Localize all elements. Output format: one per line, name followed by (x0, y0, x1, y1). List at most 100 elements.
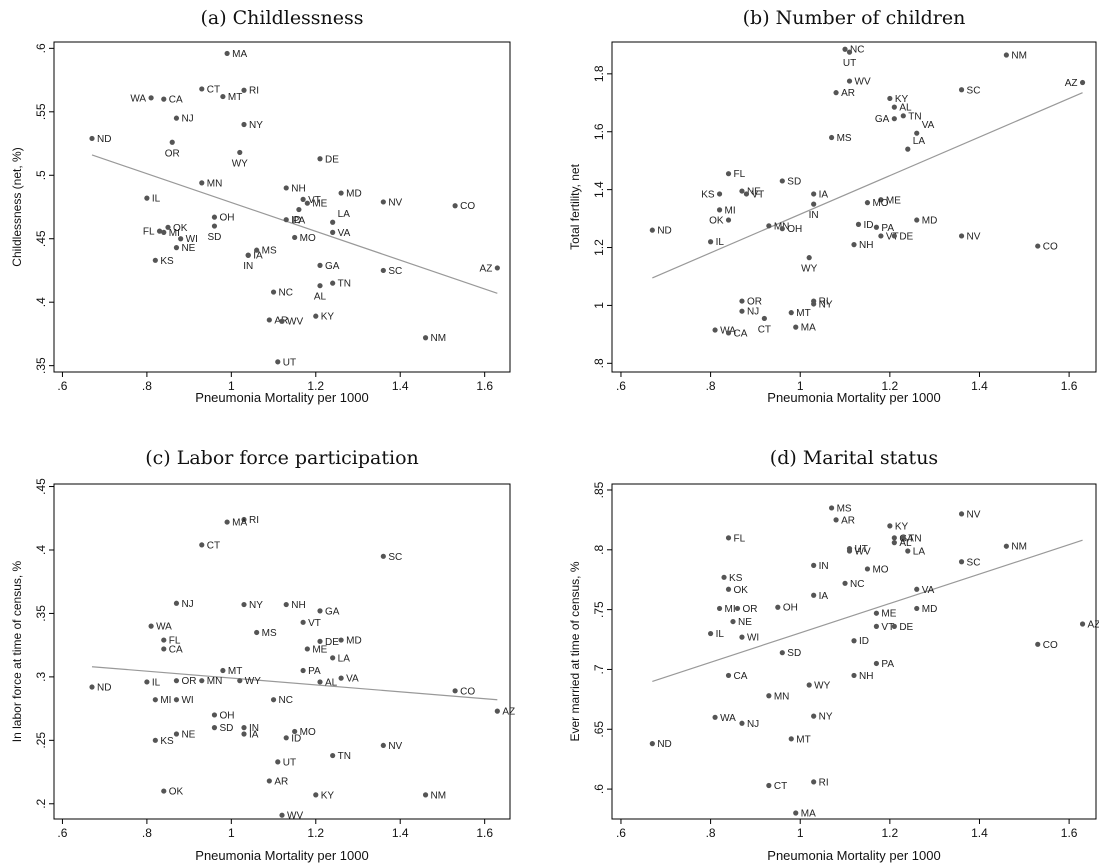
data-point-ks (152, 257, 158, 263)
data-point-pa (873, 224, 880, 230)
data-point-nj (739, 308, 745, 314)
data-point-nj (173, 115, 180, 121)
point-label: AZ (1088, 619, 1099, 630)
x-tick-label: 1.6 (476, 826, 493, 840)
point-label: NC (279, 288, 293, 299)
point-label: AL (899, 538, 912, 549)
point-label: CT (758, 324, 771, 335)
data-point-mn (199, 678, 205, 684)
data-point-ut (275, 359, 281, 365)
data-point-oh (775, 604, 781, 610)
point-label: TN (908, 111, 921, 122)
data-point-ga (317, 262, 323, 268)
point-label: OH (783, 603, 798, 614)
data-point-de (891, 233, 897, 239)
panel-a-childlessness: (a) Childlessness .6 .8 1 1.2 1.4 1.6 .35 .4 .45.… (10, 7, 511, 405)
x-tick-label: 1 (228, 379, 235, 393)
plot-frame (611, 41, 1097, 373)
data-point-id (851, 638, 857, 644)
point-label: MS (837, 133, 852, 144)
data-point-nv (380, 742, 386, 749)
point-label: CT (774, 781, 787, 792)
data-point-ny (811, 301, 817, 307)
point-label: WV (855, 547, 871, 558)
data-point-al (317, 283, 323, 289)
point-label: AZ (480, 263, 493, 274)
data-point-ky (887, 523, 893, 529)
data-point-wa (712, 714, 718, 720)
x-tick-label: 1.2 (882, 826, 899, 840)
point-label: FL (169, 636, 181, 647)
point-label: SD (207, 232, 221, 243)
point-label: MA (232, 518, 247, 529)
x-axis-label: Pneumonia Mortality per 1000 (195, 848, 368, 863)
x-axis-label: Pneumonia Mortality per 1000 (195, 390, 368, 405)
data-point-nd (89, 135, 95, 142)
point-label: KS (701, 189, 715, 200)
point-label: MI (169, 228, 180, 239)
data-point-ut (275, 759, 281, 765)
point-label: MI (160, 695, 171, 706)
data-point-tn (330, 752, 336, 759)
point-label: SC (388, 266, 402, 277)
data-point-nc (270, 289, 277, 295)
point-label: KY (895, 94, 909, 105)
point-label: MN (207, 178, 223, 189)
data-point-la (905, 548, 911, 554)
point-label: NY (249, 120, 263, 131)
point-label: OK (709, 216, 724, 227)
data-point-ma (224, 50, 230, 57)
data-point-in (241, 725, 247, 731)
point-label: NM (1011, 51, 1027, 62)
point-label: IN (249, 723, 259, 734)
point-label: NY (249, 600, 263, 611)
data-point-va (914, 130, 920, 136)
y-tick-label: .6 (592, 784, 606, 794)
data-point-ok (725, 217, 732, 223)
point-label: OR (165, 148, 180, 159)
point-label: NC (279, 695, 293, 706)
point-label: IN (243, 261, 253, 272)
data-point-wy (806, 255, 812, 261)
data-point-nv (380, 199, 386, 205)
point-label: NE (181, 729, 195, 740)
data-point-mn (766, 693, 772, 699)
point-label: ND (97, 134, 111, 145)
point-label: WI (181, 695, 193, 706)
data-point-nm (1003, 52, 1009, 58)
data-point-pa (873, 660, 880, 667)
point-label: CA (734, 328, 748, 339)
point-label: NH (291, 600, 305, 611)
point-label: ME (886, 195, 901, 206)
point-label: DE (325, 637, 339, 648)
point-label: MA (801, 323, 816, 334)
point-label: MT (796, 308, 810, 319)
x-tick-label: 1.2 (307, 379, 324, 393)
point-label: VA (346, 674, 359, 685)
data-point-oh (779, 226, 785, 232)
panel-title: (d) Marital status (770, 447, 938, 469)
data-point-ut (846, 49, 853, 55)
y-tick-label: .4 (34, 545, 48, 555)
y-tick-label: 1.6 (592, 123, 606, 140)
data-point-mn (766, 223, 772, 229)
point-label: OK (173, 223, 188, 234)
data-point-ga (891, 535, 897, 541)
data-point-ok (725, 586, 732, 592)
data-point-de (317, 638, 323, 644)
data-point-wv (846, 78, 853, 84)
data-point-nh (851, 672, 857, 679)
point-label: FL (734, 169, 746, 180)
data-point-ny (811, 713, 817, 719)
data-point-ma (224, 519, 230, 525)
data-point-id (855, 221, 862, 227)
point-label: NE (747, 187, 761, 198)
point-label: OH (219, 213, 234, 224)
y-tick-label: .45 (34, 230, 48, 247)
data-point-nd (89, 684, 95, 690)
point-label: VT (751, 189, 764, 200)
data-point-ny (241, 601, 247, 608)
point-label: VT (308, 195, 321, 206)
point-label: AR (841, 88, 855, 99)
data-point-mo (292, 728, 298, 735)
